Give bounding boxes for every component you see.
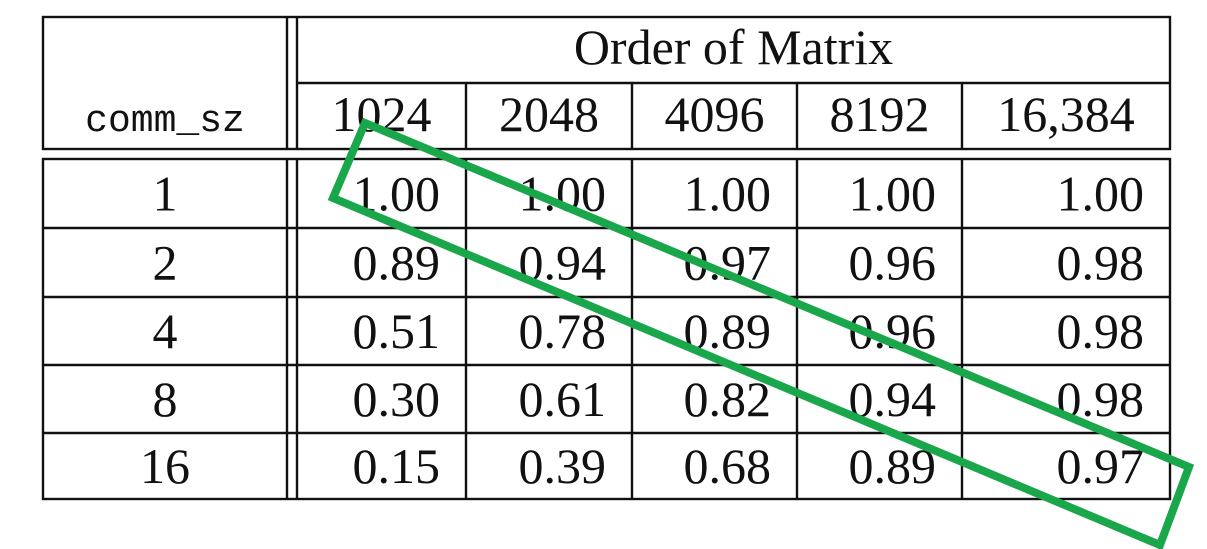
table-cell-r1-c3: 1.00 xyxy=(684,166,772,222)
table-cell-r2-c4: 0.96 xyxy=(849,235,937,291)
row-label-16: 16 xyxy=(140,438,190,494)
row-label-8: 8 xyxy=(153,371,178,427)
column-header-8192: 8192 xyxy=(830,86,930,142)
table-cell-r5-c5: 0.97 xyxy=(1057,438,1145,494)
table-cell-r1-c4: 1.00 xyxy=(849,166,937,222)
column-header-2048: 2048 xyxy=(499,86,599,142)
table-cell-r2-c5: 0.98 xyxy=(1057,235,1145,291)
table-cell-r5-c1: 0.15 xyxy=(353,438,441,494)
row-label-4: 4 xyxy=(153,303,178,359)
table-cell-r3-c1: 0.51 xyxy=(353,303,441,359)
body-frame xyxy=(41,157,1172,501)
column-header-4096: 4096 xyxy=(665,86,765,142)
row-label-1: 1 xyxy=(153,166,178,222)
table-cell-r1-c5: 1.00 xyxy=(1057,166,1145,222)
table-cell-r2-c1: 0.89 xyxy=(353,235,441,291)
column-group-label: Order of Matrix xyxy=(574,19,893,75)
table-cell-r3-c5: 0.98 xyxy=(1057,303,1145,359)
table-cell-r5-c3: 0.68 xyxy=(684,438,772,494)
table-cell-r4-c3: 0.82 xyxy=(684,371,772,427)
table-cell-r5-c2: 0.39 xyxy=(519,438,607,494)
row-header-label: comm_sz xyxy=(85,100,245,143)
table-cell-r4-c1: 0.30 xyxy=(353,371,441,427)
column-header-16384: 16,384 xyxy=(997,86,1135,142)
table-cell-r3-c2: 0.78 xyxy=(519,303,607,359)
diagonal-highlight-box xyxy=(327,117,1195,549)
table-cell-r4-c2: 0.61 xyxy=(519,371,607,427)
row-label-2: 2 xyxy=(153,235,178,291)
